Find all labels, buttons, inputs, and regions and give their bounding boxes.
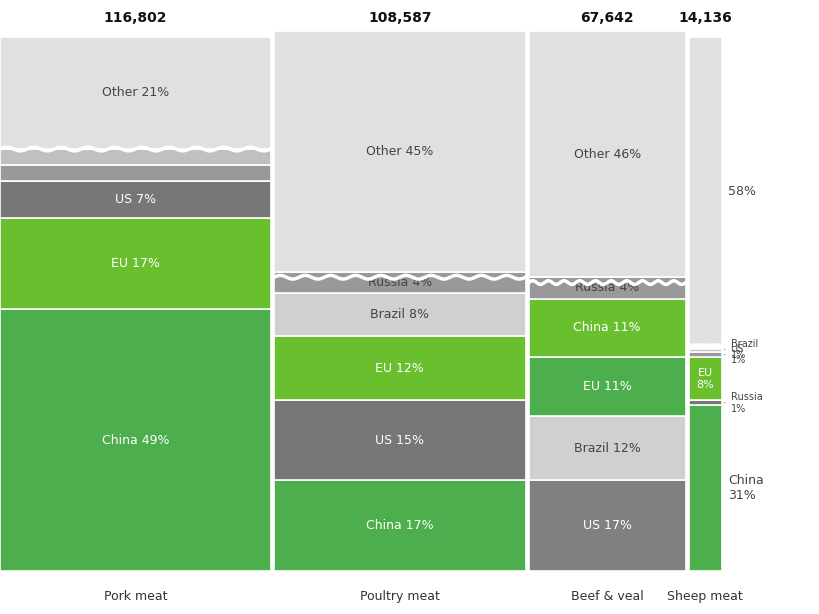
Bar xyxy=(0,309,270,571)
Text: EU 17%: EU 17% xyxy=(111,257,160,270)
Text: US 15%: US 15% xyxy=(375,433,423,446)
Bar xyxy=(274,272,525,293)
Text: EU 12%: EU 12% xyxy=(375,362,423,375)
Text: 14,136: 14,136 xyxy=(677,12,731,25)
Bar xyxy=(528,278,685,298)
Bar xyxy=(688,347,721,352)
Bar xyxy=(528,357,685,416)
Bar xyxy=(274,336,525,400)
Bar xyxy=(0,181,270,219)
Text: Other 46%: Other 46% xyxy=(572,148,640,161)
Bar xyxy=(688,357,721,400)
Bar xyxy=(0,165,270,181)
Text: 58%: 58% xyxy=(727,185,755,198)
Text: Other 45%: Other 45% xyxy=(365,145,433,158)
Bar xyxy=(274,400,525,480)
Bar xyxy=(274,31,525,272)
Bar xyxy=(274,293,525,336)
Text: Brazil 8%: Brazil 8% xyxy=(370,308,428,321)
Bar xyxy=(688,405,721,571)
Text: China 49%: China 49% xyxy=(102,433,169,446)
Text: Brazil
1%: Brazil 1% xyxy=(723,338,757,360)
Bar xyxy=(688,352,721,357)
Text: Brazil 12%: Brazil 12% xyxy=(573,441,640,454)
Bar xyxy=(528,298,685,357)
Text: 116,802: 116,802 xyxy=(103,12,167,25)
Text: 67,642: 67,642 xyxy=(580,12,633,25)
Text: Pork meat: Pork meat xyxy=(103,590,167,604)
Bar xyxy=(528,31,685,278)
Bar xyxy=(0,37,270,149)
Bar xyxy=(688,37,721,347)
Text: Russia 4%: Russia 4% xyxy=(574,281,639,294)
Text: Russia
1%: Russia 1% xyxy=(723,392,762,414)
Bar xyxy=(274,480,525,571)
Text: EU
8%: EU 8% xyxy=(695,368,713,389)
Text: China
31%: China 31% xyxy=(727,474,763,502)
Text: Poultry meat: Poultry meat xyxy=(360,590,439,604)
Text: Russia 4%: Russia 4% xyxy=(367,276,432,289)
Bar xyxy=(0,149,270,165)
Text: Other 21%: Other 21% xyxy=(102,87,169,99)
Text: US 7%: US 7% xyxy=(115,193,156,206)
Bar xyxy=(528,480,685,571)
Text: EU 11%: EU 11% xyxy=(582,380,631,393)
Text: China 11%: China 11% xyxy=(572,322,640,335)
Bar xyxy=(688,400,721,405)
Bar xyxy=(528,416,685,480)
Text: US 17%: US 17% xyxy=(582,519,631,532)
Text: US
1%: US 1% xyxy=(723,344,745,365)
Bar xyxy=(0,219,270,309)
Text: China 17%: China 17% xyxy=(365,519,433,532)
Text: 108,587: 108,587 xyxy=(368,12,431,25)
Text: Sheep meat: Sheep meat xyxy=(667,590,742,604)
Text: Beef & veal: Beef & veal xyxy=(570,590,643,604)
